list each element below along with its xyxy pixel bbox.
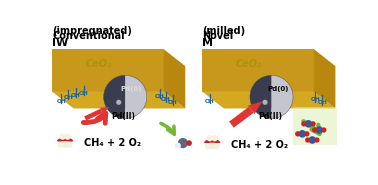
Text: OH: OH — [56, 99, 66, 104]
Circle shape — [59, 135, 71, 148]
Text: CeO₂: CeO₂ — [236, 59, 262, 69]
Circle shape — [295, 131, 301, 137]
Text: Pd(0): Pd(0) — [267, 86, 288, 92]
Circle shape — [116, 100, 121, 105]
Circle shape — [64, 133, 71, 140]
Circle shape — [57, 141, 64, 148]
Circle shape — [59, 133, 66, 140]
Circle shape — [262, 100, 268, 105]
Circle shape — [178, 138, 188, 148]
Circle shape — [175, 143, 181, 149]
Text: OH: OH — [318, 100, 327, 105]
Circle shape — [206, 135, 213, 141]
Text: OH: OH — [155, 94, 165, 99]
Circle shape — [213, 143, 220, 149]
Circle shape — [205, 143, 211, 149]
Text: OH: OH — [161, 97, 171, 102]
Text: Novel: Novel — [202, 31, 234, 41]
Polygon shape — [52, 49, 164, 92]
Circle shape — [186, 140, 192, 146]
Circle shape — [299, 130, 306, 138]
Polygon shape — [164, 49, 185, 108]
Polygon shape — [248, 102, 262, 114]
Text: CH₄ + 2 O₂: CH₄ + 2 O₂ — [84, 138, 141, 148]
Circle shape — [304, 131, 310, 137]
Wedge shape — [125, 75, 147, 118]
Polygon shape — [229, 107, 254, 128]
Text: CeO₂: CeO₂ — [86, 59, 112, 69]
Polygon shape — [202, 49, 314, 92]
Text: Conventional: Conventional — [52, 31, 125, 41]
Circle shape — [308, 136, 316, 144]
Text: Pd(II): Pd(II) — [112, 112, 136, 121]
Polygon shape — [100, 107, 110, 114]
Circle shape — [314, 137, 319, 143]
Text: OH: OH — [168, 100, 178, 105]
Text: Pd(II): Pd(II) — [258, 112, 282, 121]
Text: (milled): (milled) — [202, 26, 245, 36]
Circle shape — [305, 120, 312, 128]
Polygon shape — [202, 92, 335, 108]
Text: Pd(0): Pd(0) — [121, 86, 142, 92]
Text: IW: IW — [52, 38, 68, 48]
Circle shape — [310, 121, 316, 127]
Text: M: M — [202, 38, 213, 48]
Text: OH: OH — [79, 91, 88, 96]
Text: OH: OH — [64, 95, 73, 100]
Wedge shape — [104, 75, 125, 118]
Circle shape — [206, 137, 218, 149]
Wedge shape — [271, 75, 293, 118]
Circle shape — [66, 141, 73, 148]
Circle shape — [315, 126, 323, 134]
Polygon shape — [52, 92, 185, 108]
Text: (impregnated): (impregnated) — [52, 26, 132, 36]
Text: OH: OH — [71, 93, 81, 98]
Circle shape — [305, 137, 310, 143]
Text: OH: OH — [205, 99, 215, 104]
Polygon shape — [293, 107, 337, 145]
Text: CH₄ + 2 O₂: CH₄ + 2 O₂ — [231, 140, 288, 150]
Polygon shape — [314, 49, 335, 108]
Text: OH: OH — [310, 97, 320, 102]
Circle shape — [301, 121, 307, 127]
Circle shape — [211, 135, 218, 141]
Polygon shape — [84, 109, 102, 121]
Wedge shape — [250, 75, 271, 118]
Circle shape — [321, 127, 327, 133]
Circle shape — [312, 127, 317, 133]
